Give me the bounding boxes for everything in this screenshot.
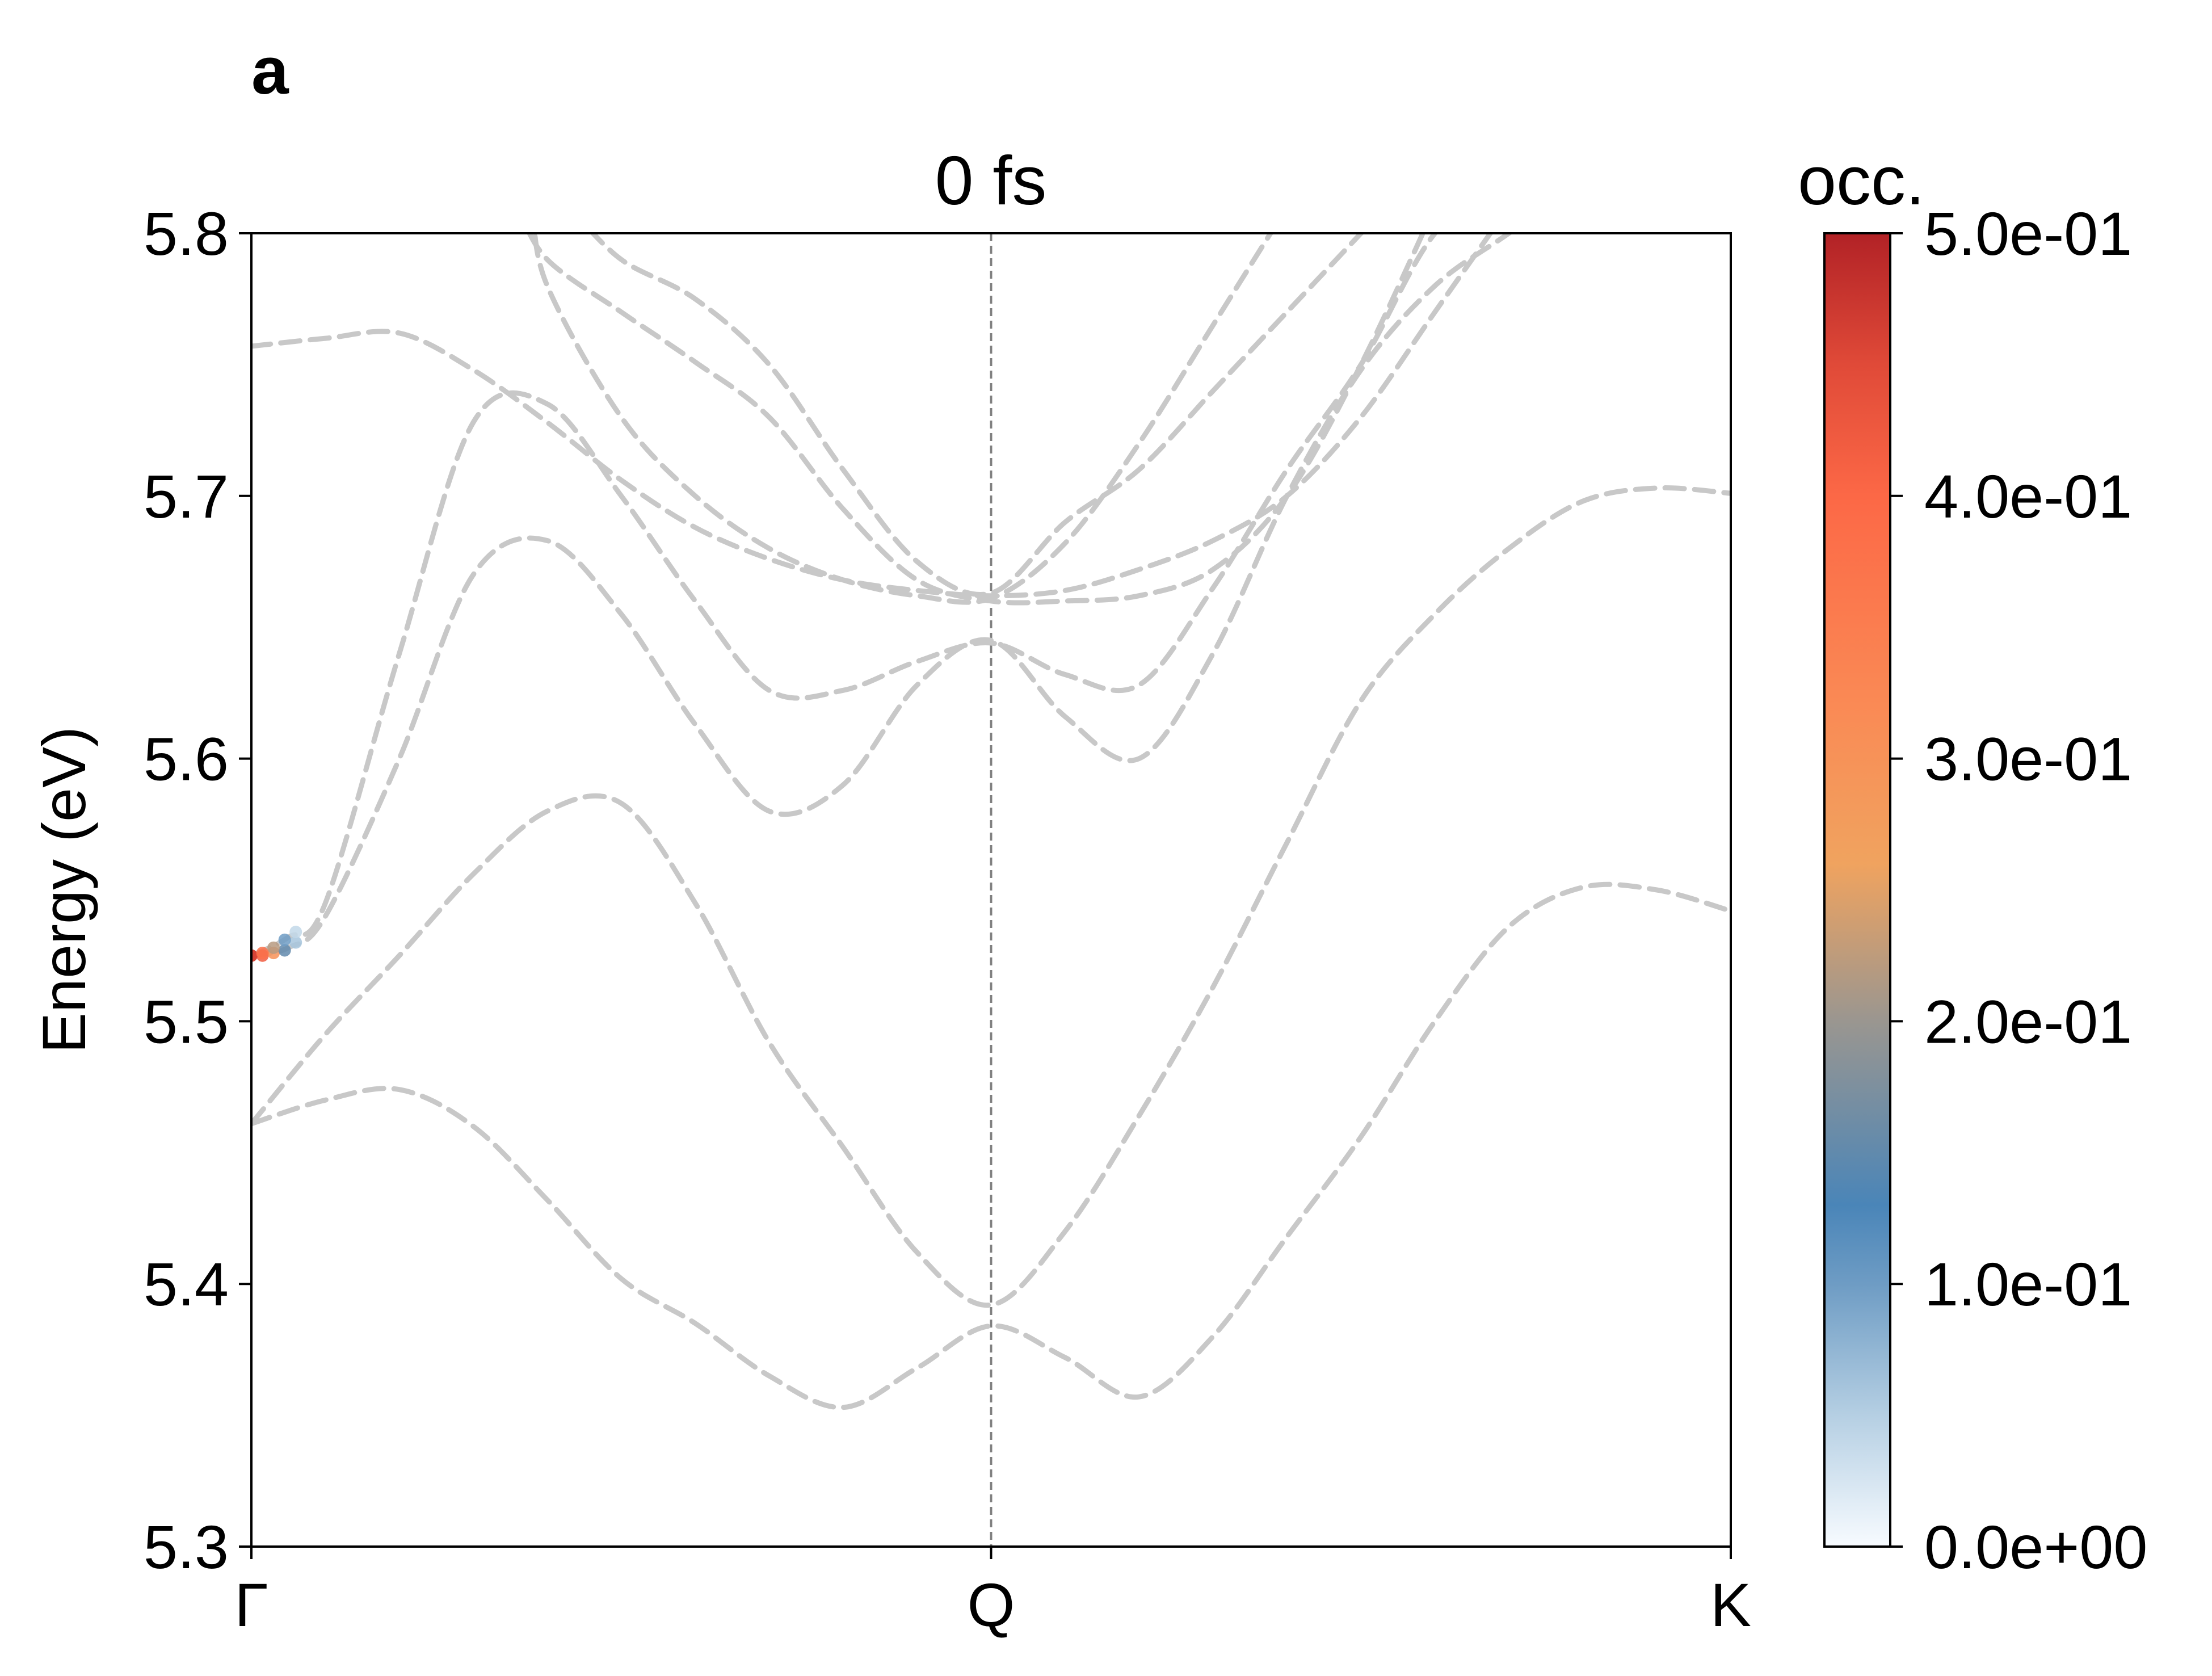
- y-tick-label-5: 5.8: [144, 199, 229, 268]
- y-axis-ticks: 5.3 5.4 5.5 5.6 5.7 5.8: [144, 199, 251, 1581]
- colorbar-label: occ.: [1798, 142, 1925, 219]
- occupation-point-3: [278, 944, 291, 957]
- colorbar-tick-label-0: 0.0e+00: [1924, 1513, 2147, 1581]
- band-4: [251, 233, 1494, 599]
- occupation-point-7: [267, 941, 280, 954]
- chart-title: 0 fs: [935, 142, 1047, 219]
- colorbar-tick-label-5: 5.0e-01: [1924, 199, 2132, 268]
- occupation-point-9: [289, 926, 302, 939]
- x-tick-label-1: Q: [967, 1570, 1015, 1639]
- y-tick-label-4: 5.7: [144, 462, 229, 531]
- y-axis-label: Energy (eV): [30, 726, 98, 1053]
- bands-layer: [251, 233, 1731, 1547]
- y-tick-label-2: 5.5: [144, 987, 229, 1056]
- occupation-point-8: [278, 933, 291, 946]
- band-0: [251, 881, 1731, 1410]
- colorbar: [1823, 232, 1891, 1548]
- y-tick-label-0: 5.3: [144, 1513, 229, 1581]
- occupation-point-6: [256, 947, 269, 960]
- band-7: [589, 233, 1365, 597]
- band-5: [527, 233, 1426, 606]
- occupation-point-4: [289, 936, 302, 949]
- y-tick-label-3: 5.6: [144, 725, 229, 793]
- occupation-layer: [251, 926, 302, 962]
- band-1: [251, 485, 1731, 1308]
- colorbar-tick-label-3: 3.0e-01: [1924, 725, 2132, 793]
- colorbar-ticks: 0.0e+00 1.0e-01 2.0e-01 3.0e-01 4.0e-01 5.0e-…: [1890, 199, 2147, 1581]
- band-2: [251, 233, 1513, 959]
- y-tick-label-1: 5.4: [144, 1250, 229, 1318]
- colorbar-tick-label-2: 2.0e-01: [1924, 987, 2132, 1056]
- band-6: [532, 233, 1274, 605]
- colorbar-tick-label-1: 1.0e-01: [1924, 1250, 2132, 1318]
- x-tick-label-2: K: [1710, 1570, 1751, 1639]
- colorbar-tick-label-4: 4.0e-01: [1924, 462, 2132, 531]
- occupation-point-5: [251, 949, 258, 962]
- panel-label: a: [251, 33, 289, 108]
- x-tick-label-0: Γ: [234, 1570, 268, 1639]
- band-3: [251, 233, 1439, 959]
